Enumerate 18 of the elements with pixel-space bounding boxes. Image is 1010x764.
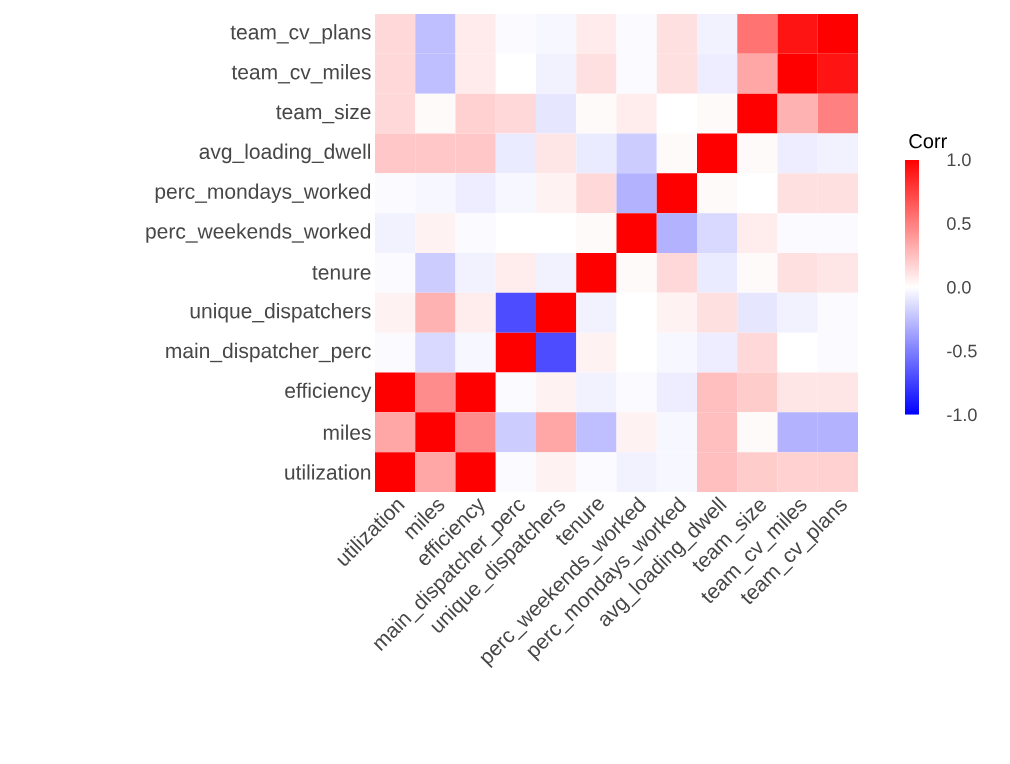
y-tick-label: unique_dispatchers [190,302,371,323]
y-tick-label: efficiency [285,382,372,403]
y-tick-label: tenure [312,266,371,280]
y-tick-label: avg_loading_dwell [199,143,371,164]
color-bar-title: Corr [909,134,947,149]
y-tick-label: main_dispatcher_perc [166,342,371,363]
y-tick-label: team_cv_plans [230,24,371,44]
color-bar-label: 1.0 [947,153,971,167]
y-tick-label: team_size [276,103,371,124]
color-bar-label: 0.5 [947,217,971,230]
color-bar-label: -1.0 [947,408,977,422]
y-tick-label: perc_mondays_worked [155,183,371,204]
y-tick-label: perc_weekends_worked [146,223,371,243]
y-tick-label: utilization [285,464,371,480]
y-tick-label: team_cv_miles [231,64,371,84]
y-tick-label: miles [323,424,371,440]
color-bar-label: 0.0 [947,280,971,294]
color-bar-label: -0.5 [947,344,977,358]
